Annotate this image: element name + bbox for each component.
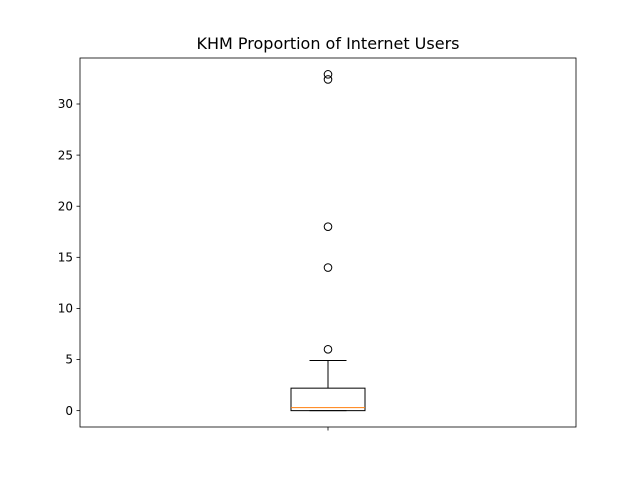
- plot-area: 0 5 10 15 20 25 30: [58, 57, 577, 431]
- outlier-point: [323, 75, 333, 84]
- y-tick-label: 30: [58, 97, 73, 111]
- y-tick-label: 20: [58, 199, 73, 213]
- outlier-point: [323, 345, 333, 354]
- outlier-point: [323, 222, 333, 231]
- y-tick-label: 5: [65, 353, 73, 367]
- y-tick-label: 15: [58, 251, 73, 265]
- outlier-point: [323, 70, 333, 79]
- y-tick-label: 25: [58, 148, 73, 162]
- outlier-point: [323, 263, 333, 272]
- chart-title: KHM Proportion of Internet Users: [197, 34, 460, 53]
- iqr-box: [290, 387, 366, 412]
- y-tick-label: 0: [65, 404, 73, 418]
- y-tick-label: 10: [58, 302, 73, 316]
